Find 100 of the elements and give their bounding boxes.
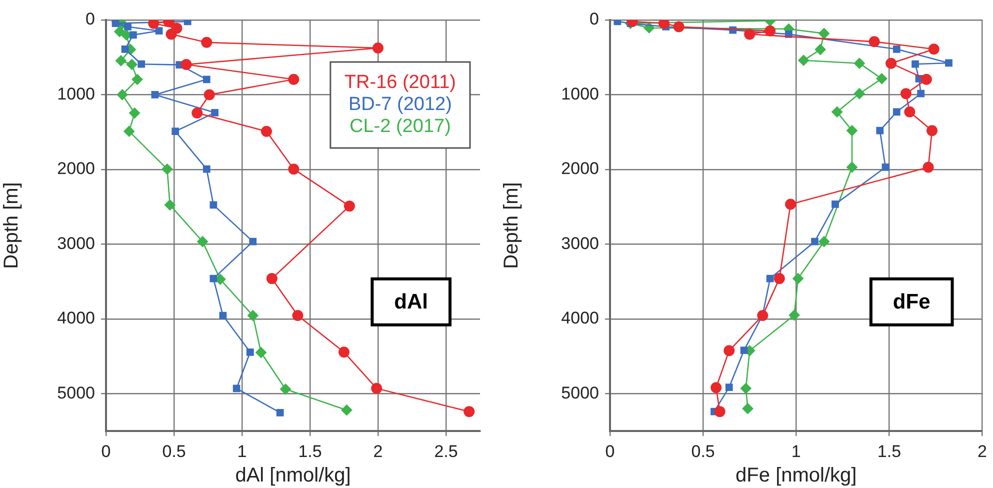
point	[155, 27, 163, 35]
point	[792, 273, 804, 284]
point	[260, 126, 272, 137]
point	[276, 409, 284, 416]
point	[164, 199, 176, 210]
point	[892, 108, 900, 116]
point	[673, 21, 684, 32]
point	[846, 125, 858, 136]
x-tick-label: 1.5	[877, 442, 902, 461]
point	[151, 91, 159, 98]
point	[246, 348, 254, 356]
point	[912, 60, 919, 68]
point	[740, 382, 752, 394]
y-axis-title: Depth [m]	[500, 182, 523, 269]
point	[876, 126, 884, 134]
point	[710, 382, 722, 394]
point	[124, 126, 135, 137]
x-tick-label: 2	[373, 442, 383, 461]
point	[868, 36, 880, 48]
point	[764, 25, 776, 36]
point	[211, 108, 218, 116]
point	[740, 346, 748, 354]
point	[724, 345, 735, 356]
point	[371, 382, 382, 394]
point	[341, 404, 352, 416]
point	[788, 310, 800, 321]
point	[148, 20, 160, 29]
x-tick-label: 1.5	[298, 442, 322, 461]
point	[210, 274, 218, 282]
point	[814, 44, 826, 56]
point	[928, 44, 940, 55]
y-tick-label: 1000	[57, 84, 95, 104]
x-tick-label: 0	[101, 442, 111, 461]
point	[742, 403, 754, 414]
point	[658, 20, 670, 29]
point	[945, 59, 952, 67]
y-axis-title: Depth [m]	[0, 182, 23, 269]
x-tick-label: 0	[605, 442, 615, 461]
point	[904, 106, 916, 118]
y-tick-label: 0	[590, 10, 599, 29]
point	[892, 45, 900, 53]
point	[785, 198, 796, 210]
y-tick-label: 3000	[561, 234, 599, 253]
point	[920, 74, 932, 85]
x-tick-label: 0.5	[691, 442, 715, 461]
y-tick-label: 2000	[561, 159, 599, 178]
point	[818, 236, 830, 248]
point	[130, 31, 137, 39]
point	[886, 58, 897, 69]
point	[882, 164, 890, 171]
point	[288, 74, 300, 85]
text: CL-2 (2017)	[350, 116, 451, 138]
point	[202, 76, 210, 84]
point	[714, 406, 726, 418]
x-tick-label: 1	[237, 442, 247, 461]
text: BD-7 (2012)	[348, 94, 452, 116]
point	[846, 162, 858, 173]
point	[766, 274, 774, 282]
point	[344, 200, 355, 212]
series-label: TR-16 (2011)	[344, 72, 456, 94]
point	[192, 108, 203, 119]
x-tick-label: 1	[791, 442, 801, 461]
point	[926, 125, 938, 136]
point	[132, 74, 143, 85]
point	[138, 60, 146, 68]
x-tick-label: 2.5	[434, 442, 458, 461]
point	[922, 162, 934, 173]
point	[129, 108, 140, 119]
point	[854, 88, 865, 100]
point	[124, 23, 132, 30]
point	[774, 273, 785, 284]
point	[166, 28, 177, 40]
point	[266, 273, 278, 284]
point	[854, 58, 865, 69]
point	[256, 347, 267, 358]
point	[372, 42, 384, 54]
point	[818, 28, 830, 39]
point	[210, 201, 218, 209]
point	[744, 28, 756, 40]
point	[280, 384, 292, 395]
y-tick-label: 5000	[57, 383, 95, 402]
point	[126, 58, 138, 70]
point	[162, 164, 173, 175]
x-axis-title: dFe [nmol/kg]	[736, 464, 857, 487]
point	[172, 128, 180, 136]
point	[338, 346, 350, 358]
point	[202, 165, 210, 173]
y-tick-label: 1000	[561, 84, 599, 104]
y-tick-label: 3000	[57, 234, 95, 253]
point	[464, 406, 475, 418]
y-tick-label: 4000	[561, 308, 599, 328]
point	[121, 45, 129, 53]
point	[114, 26, 126, 38]
point	[201, 36, 212, 48]
point	[249, 238, 257, 246]
x-tick-label: 2	[978, 442, 988, 461]
point	[832, 200, 839, 208]
point	[917, 90, 925, 98]
y-tick-label: 2000	[57, 159, 95, 178]
point	[811, 238, 818, 246]
